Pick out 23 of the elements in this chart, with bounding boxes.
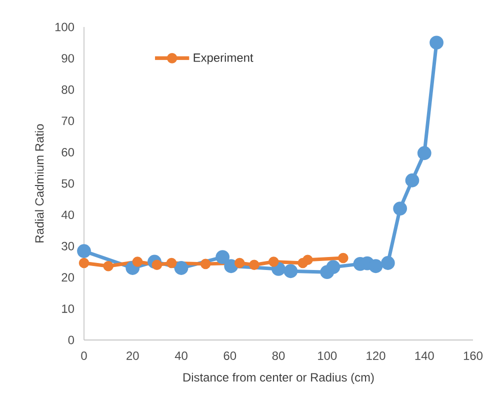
x-axis-title: Distance from center or Radius (cm) (183, 372, 374, 384)
x-tick-label: 0 (81, 352, 87, 360)
x-tick-label: 80 (272, 352, 285, 360)
y-axis-title: Radial Cadmium Ratio (34, 124, 44, 242)
y-tick-label: 20 (62, 273, 74, 282)
x-tick-label: 60 (224, 352, 236, 360)
y-tick-label: 40 (61, 210, 74, 220)
x-tick-label: 120 (366, 352, 386, 360)
x-tick-label: 140 (415, 352, 434, 360)
y-tick-label: 30 (62, 242, 74, 250)
y-tick-label: 70 (62, 116, 74, 126)
x-tick-label: 40 (174, 352, 188, 360)
x-tick-label: 160 (464, 352, 483, 360)
y-tick-label: 100 (55, 22, 74, 32)
y-tick-label: 90 (62, 54, 74, 63)
y-tick-label: 50 (62, 179, 74, 188)
legend-label: Experiment (194, 53, 254, 64)
x-tick-label: 20 (126, 352, 139, 360)
y-tick-label: 10 (62, 304, 74, 313)
y-tick-label: 80 (62, 85, 74, 94)
y-tick-label: 60 (62, 148, 74, 156)
x-tick-label: 100 (318, 352, 337, 360)
y-tick-label: 0 (68, 336, 74, 344)
